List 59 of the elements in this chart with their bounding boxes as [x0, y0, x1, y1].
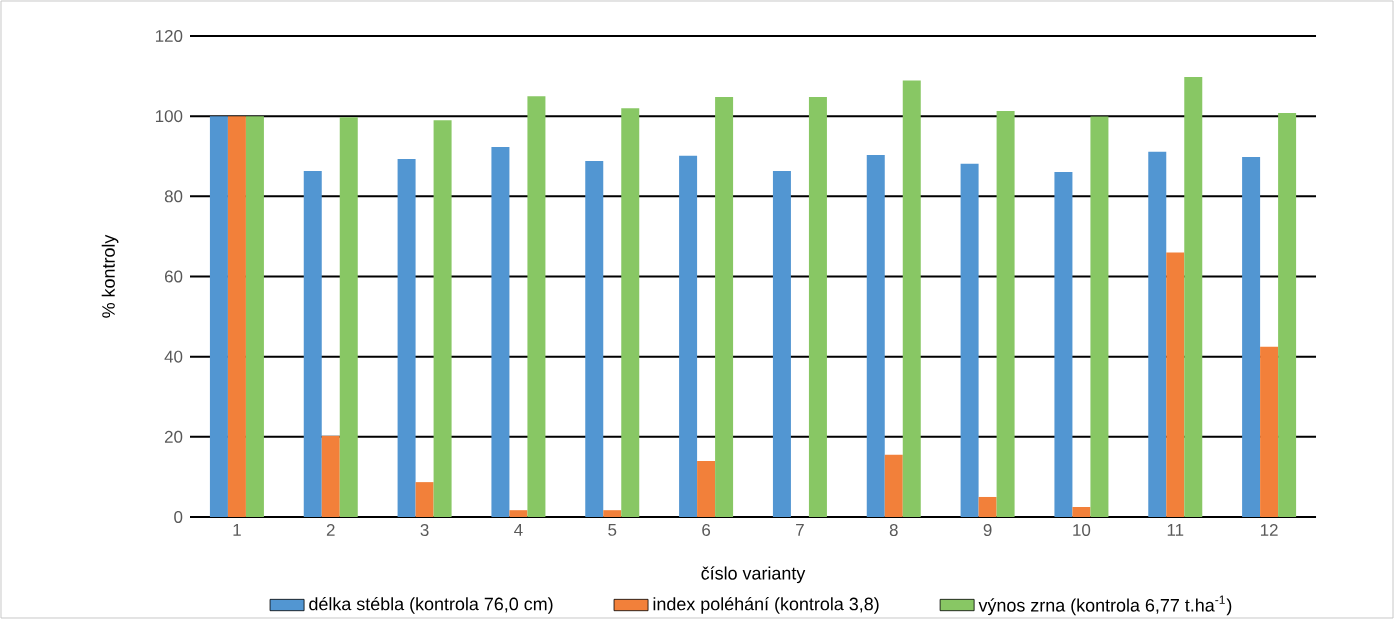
x-tick-label: 3 — [420, 524, 429, 537]
bar — [1072, 506, 1091, 517]
y-tick-label: 20 — [164, 430, 183, 443]
y-tick-label: 40 — [164, 350, 183, 363]
x-tick-label: 12 — [1260, 524, 1278, 536]
bar — [1054, 171, 1073, 517]
x-tick-label: 2 — [326, 524, 335, 536]
bar — [397, 159, 416, 517]
bar — [996, 110, 1015, 517]
bar — [415, 482, 434, 517]
x-tick-label: 6 — [702, 524, 711, 537]
legend-label: index poléhání (kontrola 3,8) — [653, 596, 879, 614]
bar — [1260, 346, 1279, 517]
bar — [621, 108, 640, 517]
y-tick-label: 100 — [155, 110, 183, 123]
y-tick-label: 60 — [165, 270, 183, 283]
y-tick-label: 0 — [174, 511, 183, 523]
x-tick-label: 4 — [514, 524, 523, 536]
bar — [902, 80, 921, 517]
x-tick-label: 5 — [608, 524, 617, 536]
bar — [603, 510, 622, 517]
bar — [679, 155, 698, 517]
bar — [960, 163, 979, 517]
y-tick-label: 120 — [155, 30, 183, 42]
bar — [491, 147, 510, 517]
bar — [245, 116, 264, 517]
x-tick-label: 9 — [983, 524, 992, 537]
bar — [978, 496, 997, 517]
bar — [884, 454, 903, 517]
bar — [303, 171, 322, 517]
bar — [808, 96, 827, 517]
bar — [339, 117, 358, 517]
bar — [433, 120, 452, 517]
y-axis-title: % kontroly — [101, 234, 119, 318]
bar — [866, 155, 885, 517]
bar — [1166, 252, 1185, 517]
x-tick-label: 1 — [233, 524, 241, 536]
bar — [1278, 112, 1297, 517]
bar — [1184, 76, 1203, 517]
x-tick-label: 8 — [889, 524, 898, 537]
bar — [697, 460, 716, 517]
x-axis-title: číslo varianty — [701, 566, 806, 584]
bar — [209, 116, 228, 517]
bar — [227, 116, 246, 517]
x-tick-label: 11 — [1167, 524, 1184, 536]
legend-label: délka stébla (kontrola 76,0 cm) — [309, 596, 553, 614]
bar — [772, 171, 791, 517]
bar — [715, 96, 734, 517]
y-tick-label: 80 — [164, 190, 183, 203]
bar — [1242, 157, 1261, 517]
bar — [1148, 151, 1167, 517]
x-tick-label: 10 — [1073, 524, 1091, 537]
bar — [509, 510, 528, 517]
bar — [585, 161, 604, 517]
bar — [527, 96, 546, 517]
bar — [1090, 116, 1109, 517]
bar — [321, 436, 340, 517]
legend-label: výnos zrna (kontrola 6,77 t.ha$^{-1}$) — [978, 595, 1232, 616]
x-tick-label: 7 — [796, 524, 804, 536]
